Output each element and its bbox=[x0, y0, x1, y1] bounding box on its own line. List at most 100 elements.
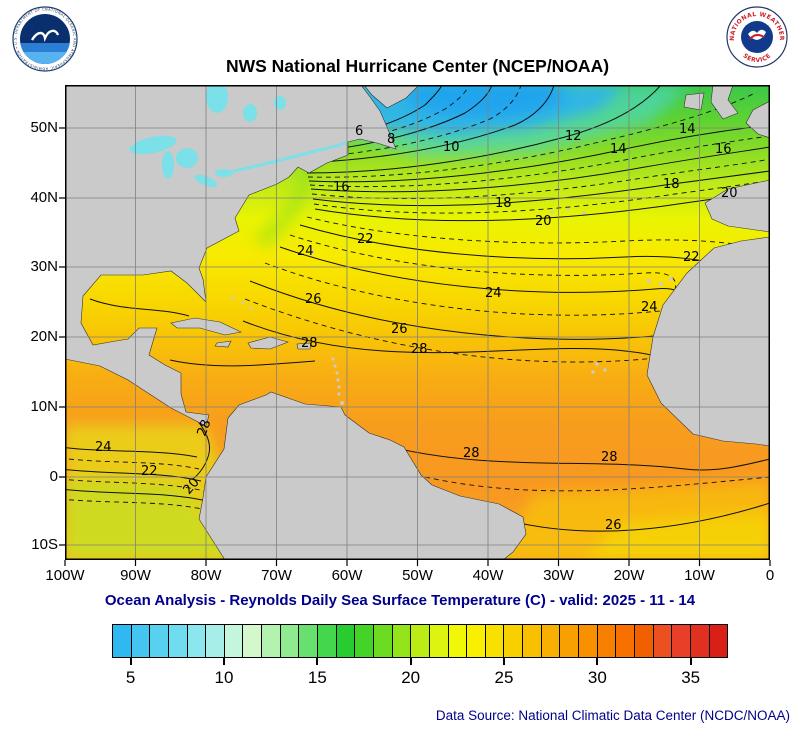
island-hispaniola bbox=[247, 336, 289, 350]
colorbar-cell bbox=[540, 624, 561, 658]
colorbar-cell bbox=[391, 624, 412, 658]
colorbar-cell bbox=[354, 624, 374, 658]
colorbar-cell bbox=[615, 624, 635, 658]
colorbar-cell bbox=[484, 624, 505, 658]
graticule bbox=[65, 85, 770, 560]
land-africa bbox=[646, 236, 770, 447]
contour-label: 16 bbox=[715, 142, 732, 157]
lat-tick-label: 50N bbox=[30, 119, 58, 136]
land-france bbox=[745, 100, 770, 139]
nws-ring-text-bottom: SERVICE bbox=[742, 52, 773, 64]
colorbar-cell bbox=[335, 624, 356, 658]
lat-tick-label: 10N bbox=[30, 398, 58, 415]
land-north-america bbox=[65, 85, 397, 427]
pacific-cooler-patch bbox=[65, 480, 235, 560]
map-caption: Ocean Analysis - Reynolds Daily Sea Surf… bbox=[104, 592, 696, 609]
land-britain bbox=[710, 85, 739, 120]
colorbar-tick-label: 25 bbox=[494, 668, 514, 687]
colorbar-cell bbox=[223, 624, 244, 658]
lat-tick-label: 20N bbox=[30, 328, 58, 345]
axis-ticks bbox=[59, 127, 771, 566]
south-atlantic-cooler bbox=[585, 513, 770, 560]
contour-label: 14 bbox=[679, 122, 696, 137]
colorbar-tick bbox=[503, 658, 505, 665]
colorbar-cell bbox=[578, 624, 598, 658]
colorbar-tick-label: 30 bbox=[587, 668, 607, 687]
colorbar-tick-label: 10 bbox=[214, 668, 234, 687]
colorbar-cell bbox=[428, 624, 449, 658]
contour-label: 8 bbox=[387, 132, 395, 147]
colorbar-cell bbox=[447, 624, 468, 658]
map-frame bbox=[65, 85, 770, 560]
lon-tick-label: 10W bbox=[684, 567, 715, 584]
land-south-america bbox=[198, 391, 527, 560]
lon-tick-label: 0 bbox=[765, 567, 775, 584]
contour-label: 28 bbox=[601, 450, 618, 465]
lon-tick-label: 100W bbox=[45, 567, 85, 584]
colorbar-cell bbox=[298, 624, 319, 658]
lon-tick-label: 30W bbox=[543, 567, 574, 584]
colorbar-tick bbox=[223, 658, 225, 665]
colorbar-cell bbox=[372, 624, 393, 658]
nws-logo: NATIONAL WEATHER SERVICE bbox=[726, 6, 788, 68]
colorbar-cell bbox=[261, 624, 281, 658]
colorbar-cell bbox=[410, 624, 430, 658]
colorbar-cell bbox=[317, 624, 337, 658]
lon-tick-label: 40W bbox=[472, 567, 504, 584]
colorbar-cell bbox=[242, 624, 263, 658]
contour-label: 22 bbox=[141, 464, 158, 479]
lon-tick-label: 20W bbox=[613, 567, 645, 584]
lon-tick-label: 50W bbox=[402, 567, 433, 584]
colorbar-tick bbox=[129, 658, 132, 665]
contour-label: 10 bbox=[443, 140, 460, 155]
island-jamaica bbox=[214, 340, 232, 348]
contour-label: 26 bbox=[605, 518, 622, 533]
colorbar-cell bbox=[689, 624, 710, 658]
contour-label: 20 bbox=[721, 186, 738, 201]
contour-label: 28 bbox=[301, 336, 318, 351]
colorbar-axis: 5 10 15 20 25 30 35 bbox=[112, 658, 728, 698]
contour-label: 16 bbox=[333, 180, 350, 195]
contour-label: 28 bbox=[411, 342, 428, 357]
colorbar-cell bbox=[503, 624, 524, 658]
lon-tick-label: 80W bbox=[190, 567, 222, 584]
colorbar-cell bbox=[186, 624, 207, 658]
colorbar-cell bbox=[633, 624, 654, 658]
colorbar-tick-label: 5 bbox=[125, 668, 136, 687]
colorbar-tick bbox=[409, 658, 412, 665]
sst-map: 6 8 10 12 14 14 16 16 18 18 20 20 22 22 24 24 24 26 26 28 28… bbox=[59, 85, 771, 566]
lat-tick-label: 40N bbox=[30, 189, 58, 206]
contour-label: 18 bbox=[663, 177, 680, 192]
contour-label: 22 bbox=[357, 232, 374, 247]
lon-tick-label: 90W bbox=[120, 567, 151, 584]
colorbar-tick bbox=[689, 658, 692, 665]
colorbar-cell bbox=[279, 624, 300, 658]
lon-tick-label: 70W bbox=[261, 567, 292, 584]
st-lawrence-river bbox=[232, 141, 347, 173]
land-ireland bbox=[683, 92, 705, 111]
contour-label: 28 bbox=[463, 446, 480, 461]
lon-tick-label: 60W bbox=[331, 567, 363, 584]
contour-label: 24 bbox=[641, 300, 658, 315]
contour-label: 24 bbox=[485, 286, 502, 301]
lat-tick-label: 10S bbox=[31, 536, 58, 553]
colorbar-cell bbox=[708, 624, 729, 658]
contour-label: 26 bbox=[391, 322, 408, 337]
colorbar-tick bbox=[316, 658, 319, 665]
contour-label: 24 bbox=[297, 244, 314, 259]
seagull-icon bbox=[30, 29, 60, 43]
land-greenland bbox=[363, 85, 420, 109]
land-iberia bbox=[704, 179, 770, 233]
page-title: NWS National Hurricane Center (NCEP/NOAA… bbox=[225, 56, 610, 76]
noaa-logo: NATIONAL OCEANIC AND ATMOSPHERIC ADMINIS… bbox=[10, 3, 78, 72]
colorbar-cell bbox=[522, 624, 542, 658]
colorbar-cell bbox=[596, 624, 617, 658]
contour-label: 6 bbox=[355, 124, 363, 139]
colorbar-cell bbox=[652, 624, 673, 658]
colorbar-tick bbox=[596, 658, 599, 665]
colorbar-tick-label: 15 bbox=[307, 668, 327, 687]
nws-bird-icon bbox=[749, 33, 765, 40]
lat-tick-label: 0 bbox=[49, 468, 58, 485]
